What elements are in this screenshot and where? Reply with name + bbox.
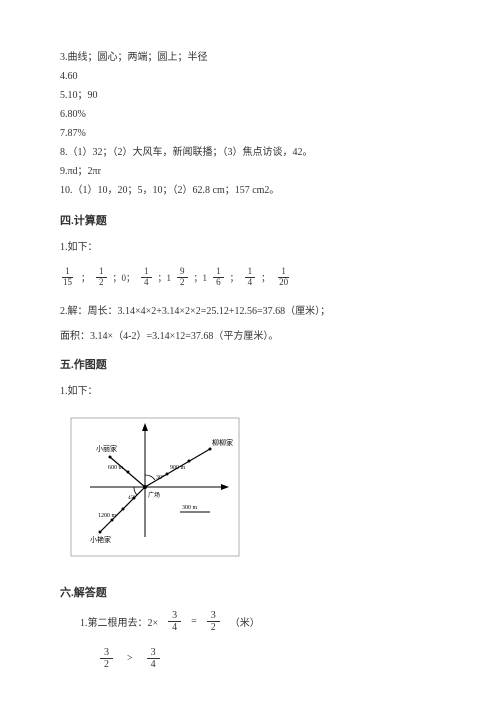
s4-q1: 1.如下： [60, 238, 440, 253]
answer-5: 5.10；90 [60, 88, 440, 103]
svg-text:45°: 45° [128, 496, 135, 501]
s5-q1: 1.如下： [60, 382, 440, 397]
answer-3: 3.曲线；圆心；两端；圆上；半径 [60, 50, 440, 65]
frac-6: 14 [245, 267, 256, 288]
sep-1: ； [77, 271, 94, 284]
answer-6: 6.80% [60, 107, 440, 122]
s6-frac-4: 34 [147, 647, 160, 670]
frac-7: 120 [276, 267, 291, 288]
label-d2: 900 m [170, 465, 186, 471]
s6-frac-1: 34 [168, 610, 181, 633]
label-top: 小丽家 [96, 444, 117, 453]
frac-5: 16 [213, 267, 224, 288]
eq-sign: = [191, 616, 197, 627]
sep-3: ；1 [154, 271, 176, 284]
s6-q1-suffix: （米） [230, 614, 260, 629]
direction-diagram: 小丽家 柳柳家 小艳家 广场 600 m 900 m 1200 m 30° 45… [70, 417, 240, 557]
s4-q2a: 2.解：周长：3.14×4×2+3.14×2×2=25.12+12.56=37.… [60, 302, 440, 317]
s6-compare: 32 > 34 [100, 647, 440, 670]
label-angle: 30° [156, 474, 165, 481]
s6-q1-line: 1.第二根用去：2× 34 = 32 （米） [80, 610, 440, 633]
gt-sign: > [127, 653, 133, 664]
s6-frac-2: 32 [207, 610, 220, 633]
s6-q1-prefix: 1.第二根用去：2× [80, 614, 158, 629]
label-center: 广场 [148, 491, 160, 499]
section-6-title: 六.解答题 [60, 584, 440, 600]
section-4-title: 四.计算题 [60, 212, 440, 228]
answer-9: 9.πd；2πr [60, 164, 440, 179]
answer-10: 10.（1）10，20；5，10；（2）62.8 cm；157 cm2。 [60, 183, 440, 198]
fraction-row: 115 ； 12 ；0； 14 ；1 92 ；1 16 ； 14 ； 120 [60, 267, 440, 288]
frac-4: 92 [177, 267, 188, 288]
s6-frac-3: 32 [100, 647, 113, 670]
label-right: 柳柳家 [212, 438, 233, 447]
label-d1: 600 m [108, 465, 124, 471]
frac-3: 14 [141, 267, 152, 288]
sep-6: ； [257, 271, 274, 284]
frac-2: 12 [96, 267, 107, 288]
sep-5: ； [226, 271, 243, 284]
label-d3: 1200 m [98, 513, 117, 519]
section-5-title: 五.作图题 [60, 356, 440, 372]
answer-8: 8.（1）32；（2）大风车，新闻联播；（3）焦点访谈，42。 [60, 145, 440, 160]
answer-7: 7.87% [60, 126, 440, 141]
sep-2: ；0； [109, 271, 140, 284]
label-scale: 300 m [182, 505, 198, 511]
sep-4: ；1 [190, 271, 212, 284]
answer-4: 4.60 [60, 69, 440, 84]
s4-q2b: 面积：3.14×（4-2）=3.14×12=37.68（平方厘米）。 [60, 327, 440, 342]
frac-1: 115 [60, 267, 75, 288]
label-bottom: 小艳家 [90, 535, 111, 544]
